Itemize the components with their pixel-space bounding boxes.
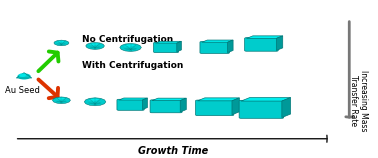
Polygon shape (120, 43, 141, 52)
Polygon shape (89, 43, 99, 46)
Polygon shape (228, 40, 233, 53)
Polygon shape (197, 98, 239, 101)
Polygon shape (177, 41, 181, 52)
FancyBboxPatch shape (150, 100, 182, 113)
Polygon shape (119, 98, 147, 100)
FancyBboxPatch shape (200, 42, 229, 53)
FancyBboxPatch shape (117, 99, 144, 110)
Polygon shape (155, 41, 181, 43)
Polygon shape (89, 46, 101, 48)
Polygon shape (143, 98, 147, 109)
FancyBboxPatch shape (239, 100, 284, 118)
Circle shape (18, 74, 30, 79)
Polygon shape (84, 98, 106, 106)
Text: No Centrifugation: No Centrifugation (82, 35, 173, 44)
Text: Au Seed: Au Seed (5, 86, 40, 95)
Polygon shape (16, 73, 32, 78)
Polygon shape (282, 97, 291, 118)
Polygon shape (241, 97, 291, 101)
Polygon shape (56, 100, 67, 103)
Text: With Centrifugation: With Centrifugation (82, 61, 183, 70)
Polygon shape (86, 43, 104, 49)
Polygon shape (57, 41, 65, 43)
Polygon shape (56, 98, 65, 100)
Polygon shape (232, 98, 239, 115)
Polygon shape (88, 101, 102, 104)
Text: Growth Time: Growth Time (138, 146, 208, 156)
Polygon shape (180, 98, 186, 112)
Polygon shape (53, 97, 70, 104)
Polygon shape (124, 47, 137, 50)
Polygon shape (152, 98, 186, 101)
FancyBboxPatch shape (245, 38, 278, 51)
Polygon shape (57, 43, 66, 45)
FancyBboxPatch shape (195, 100, 234, 115)
Polygon shape (276, 36, 283, 50)
Text: Increasing Mass
Transfer Rate: Increasing Mass Transfer Rate (349, 70, 368, 132)
Polygon shape (88, 99, 100, 102)
Polygon shape (202, 40, 233, 42)
Polygon shape (54, 40, 69, 46)
Circle shape (20, 74, 25, 76)
Polygon shape (124, 45, 135, 48)
FancyBboxPatch shape (153, 42, 179, 52)
Polygon shape (246, 36, 283, 38)
